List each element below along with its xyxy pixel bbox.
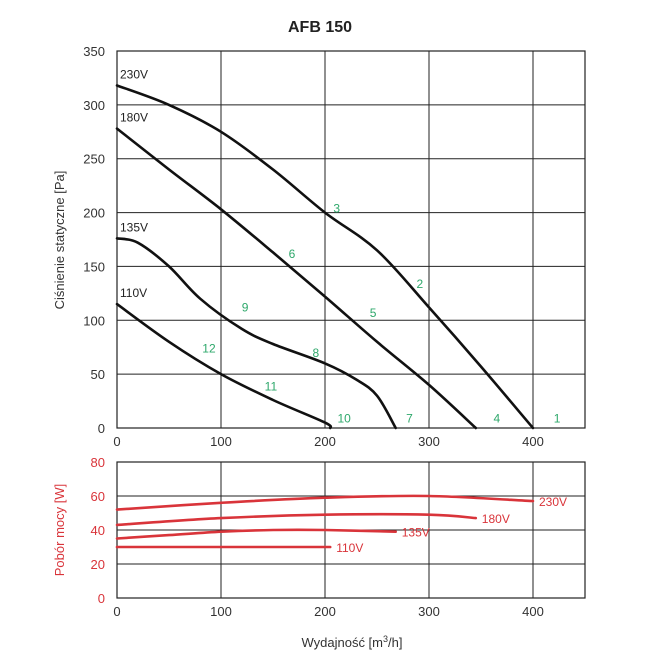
- operating-point-label: 11: [265, 379, 278, 393]
- pressure-curve-110v: [115, 302, 333, 430]
- power-x-tick-label: 100: [210, 604, 232, 619]
- power-curve-label-110v: 110V: [336, 541, 363, 555]
- operating-point-label: 3: [333, 202, 340, 216]
- power-y-tick-label: 20: [91, 557, 105, 572]
- pressure-x-tick-label: 400: [522, 434, 544, 449]
- pressure-grid: [116, 50, 586, 429]
- pressure-curves: 230V 180V 135V 110V: [115, 67, 535, 430]
- pressure-curve-label-180v: 180V: [120, 111, 148, 125]
- power-x-tick-label: 0: [113, 604, 120, 619]
- x-axis-label: Wydajność [m3/h]: [301, 634, 402, 650]
- pressure-curve-label-230v: 230V: [120, 67, 148, 81]
- pressure-curve-label-110v: 110V: [120, 286, 147, 300]
- operating-point-label: 7: [406, 412, 413, 426]
- pressure-x-tick-label: 100: [210, 434, 232, 449]
- pressure-y-tick-label: 150: [83, 259, 105, 274]
- power-curve-label-180v: 180V: [482, 512, 510, 526]
- operating-point-label: 12: [202, 342, 216, 356]
- operating-point-label: 6: [289, 247, 296, 261]
- operating-point-label: 8: [313, 346, 320, 360]
- power-y-plot-frame: [116, 461, 586, 599]
- pressure-y-axis-label: Ciśnienie statyczne [Pa]: [52, 171, 67, 310]
- power-y-tick-label: 80: [91, 455, 105, 470]
- pressure-y-ticks: 0 50 100 150 200 250 300 350: [83, 44, 105, 436]
- operating-point-label: 2: [417, 277, 424, 291]
- pressure-curve-180v: [115, 127, 478, 430]
- power-curve-label-135v: 135V: [402, 526, 430, 540]
- power-x-tick-label: 200: [314, 604, 336, 619]
- operating-point-label: 4: [493, 412, 500, 426]
- power-x-tick-label: 400: [522, 604, 544, 619]
- power-curve-230v: [115, 494, 535, 511]
- power-y-tick-label: 60: [91, 489, 105, 504]
- pressure-y-tick-label: 200: [83, 206, 105, 221]
- chart-title: AFB 150: [288, 19, 352, 36]
- pressure-x-tick-label: 300: [418, 434, 440, 449]
- pressure-y-tick-label: 300: [83, 98, 105, 113]
- pressure-curve-label-135v: 135V: [120, 220, 148, 234]
- power-curves: 230V 180V 135V 110V: [115, 494, 567, 555]
- pressure-y-tick-label: 350: [83, 44, 105, 59]
- pressure-x-ticks: 0 100 200 300 400: [113, 434, 543, 449]
- pressure-y-tick-label: 50: [91, 367, 105, 382]
- operating-point-label: 10: [337, 412, 351, 426]
- operating-point-label: 1: [554, 412, 561, 426]
- power-curve-135v: [115, 528, 397, 540]
- pressure-y-tick-label: 0: [98, 421, 105, 436]
- power-y-ticks: 0 20 40 60 80: [91, 455, 105, 606]
- pressure-y-tick-label: 100: [83, 313, 105, 328]
- power-y-axis-label: Pobór mocy [W]: [52, 484, 67, 576]
- pressure-x-tick-label: 0: [113, 434, 120, 449]
- power-x-tick-label: 300: [418, 604, 440, 619]
- pressure-curve-230v: [115, 84, 535, 430]
- power-grid: [116, 461, 586, 599]
- pressure-x-tick-label: 200: [314, 434, 336, 449]
- power-x-ticks: 0 100 200 300 400: [113, 604, 543, 619]
- pressure-y-plot-frame: [116, 50, 586, 429]
- power-y-tick-label: 0: [98, 591, 105, 606]
- pressure-curve-135v: [115, 237, 397, 430]
- power-curve-180v: [115, 512, 478, 527]
- power-curve-label-230v: 230V: [539, 495, 567, 509]
- power-y-tick-label: 40: [91, 523, 105, 538]
- operating-point-label: 5: [370, 306, 377, 320]
- pressure-y-tick-label: 250: [83, 152, 105, 167]
- operating-point-label: 9: [242, 301, 249, 315]
